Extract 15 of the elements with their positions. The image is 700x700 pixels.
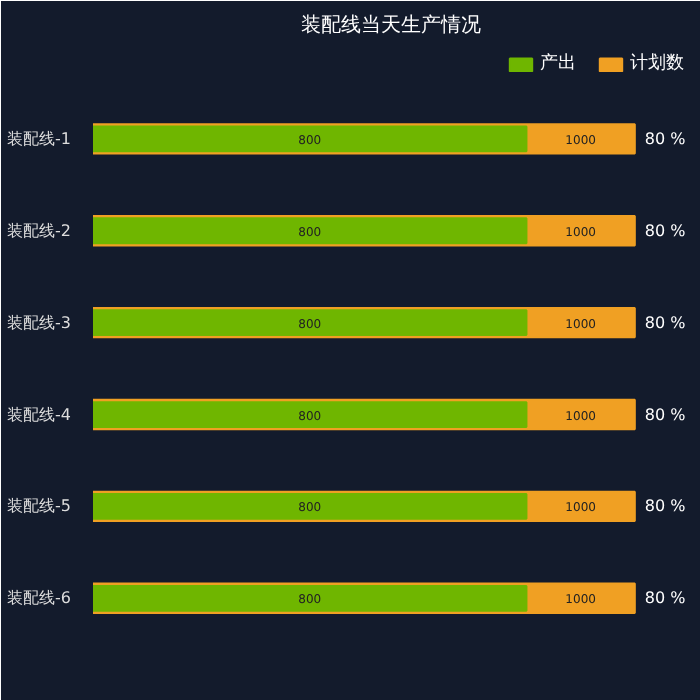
text: 80 % xyxy=(644,313,687,332)
y-tick-label: 装配线-4 xyxy=(7,405,72,424)
y-tick-label: 装配线-1 xyxy=(7,129,72,148)
legend-label: 产出 xyxy=(540,51,578,76)
legend-label: 计划数 xyxy=(630,51,684,76)
chart-title: 装配线当天生产情况 xyxy=(301,13,481,37)
text: 80 % xyxy=(644,497,687,516)
y-tick-label: 装配线-6 xyxy=(7,589,72,608)
y-tick-label: 装配线-2 xyxy=(7,221,72,240)
text: 80 % xyxy=(644,405,687,424)
y-tick-label: 装配线-5 xyxy=(7,497,72,516)
text: 80 % xyxy=(644,221,687,240)
y-tick-label: 装配线-3 xyxy=(7,313,72,332)
text: 80 % xyxy=(644,129,687,148)
text: 80 % xyxy=(644,589,687,608)
